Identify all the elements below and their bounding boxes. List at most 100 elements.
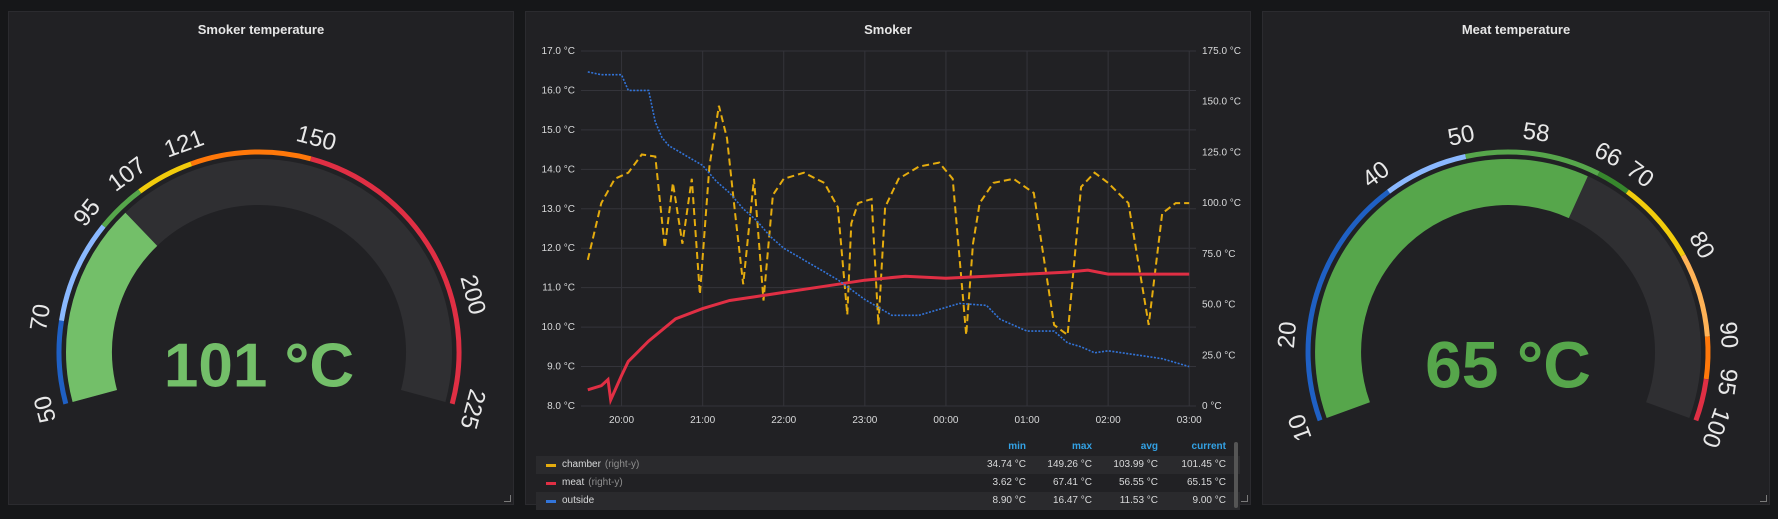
series-line-meat (587, 268, 1190, 406)
series-color-swatch[interactable] (546, 500, 556, 503)
legend-item-outside[interactable]: outside 8.90 °C 16.47 °C 11.53 °C 9.00 °… (536, 492, 1240, 510)
threshold-band (1387, 154, 1467, 194)
legend-min: 8.90 °C (992, 495, 1026, 506)
resize-handle[interactable] (504, 495, 511, 502)
threshold-band (1465, 149, 1600, 176)
series-color-swatch[interactable] (546, 482, 556, 485)
legend-avg: 103.99 °C (1113, 459, 1158, 470)
gauge-tick-label: 70 (25, 302, 56, 333)
y-right-tick-label: 25.0 °C (1202, 350, 1235, 361)
legend-series-name[interactable]: outside (562, 492, 598, 510)
gauge-tick-label: 95 (1712, 367, 1742, 397)
x-tick-label: 00:00 (933, 415, 958, 426)
panel-title[interactable]: Smoker (864, 22, 912, 37)
y-right-tick-label: 50.0 °C (1202, 300, 1235, 311)
gauge-tick-label: 121 (161, 124, 208, 163)
series-axis: (right-y) (604, 459, 640, 470)
y-left-tick-label: 16.0 °C (542, 85, 575, 96)
smoker-temperature-panel: Smoker temperature 50 70 95 107 121 150 200 225… (8, 11, 514, 505)
y-right-tick-label: 125.0 °C (1202, 147, 1241, 158)
threshold-band (1625, 189, 1686, 257)
gauge-tick-label: 90 (1714, 321, 1743, 350)
gauge-value-text: 65 °C (1425, 327, 1591, 401)
legend-scrollbar[interactable] (1234, 442, 1238, 508)
y-right-tick-label: 75.0 °C (1202, 249, 1235, 260)
meat-temperature-panel: Meat temperature 10 20 40 50 58 66 70 80 90 95 100… (1262, 11, 1770, 505)
x-tick-label: 23:00 (852, 415, 877, 426)
gauge-value-text: 101 °C (164, 331, 354, 400)
graph-legend: min max avg current chamber (right-y) 34.… (536, 438, 1240, 510)
y-left-tick-label: 8.0 °C (547, 401, 575, 412)
gauge-tick-label: 50 (1445, 120, 1477, 152)
y-right-tick-label: 100.0 °C (1202, 198, 1241, 209)
threshold-band (1305, 189, 1391, 422)
gauge-tick-label: 100 (1696, 404, 1735, 451)
x-tick-label: 01:00 (1015, 415, 1040, 426)
legend-max: 16.47 °C (1052, 495, 1092, 506)
y-right-tick-label: 175.0 °C (1202, 46, 1241, 57)
legend-min: 34.74 °C (986, 459, 1026, 470)
threshold-band (190, 149, 312, 167)
legend-current-header[interactable]: current (1191, 441, 1226, 452)
threshold-band (59, 224, 106, 322)
resize-handle[interactable] (1760, 495, 1767, 502)
legend-min-header[interactable]: min (1008, 441, 1026, 452)
gauge-value-arc (1315, 159, 1588, 418)
gauge-tick-label: 80 (1683, 227, 1720, 263)
gauge-tick-label: 200 (454, 272, 490, 318)
series-name[interactable]: meat (562, 477, 585, 488)
y-left-tick-label: 15.0 °C (542, 125, 575, 136)
x-tick-label: 21:00 (690, 415, 715, 426)
gauge-tick-label: 50 (29, 393, 62, 426)
legend-max-header[interactable]: max (1071, 441, 1092, 452)
smoker-graph-panel: Smoker 8.0 °C 9.0 °C 10.0 °C 11.0 °C 12.0 °C… (525, 11, 1251, 510)
y-left-tick-label: 9.0 °C (547, 362, 575, 373)
y-left-tick-label: 10.0 °C (542, 322, 575, 333)
threshold-band (1703, 336, 1711, 380)
series-line-outside (587, 71, 1190, 368)
legend-avg: 11.53 °C (1119, 495, 1158, 506)
threshold-band (1693, 378, 1709, 422)
legend-min: 3.62 °C (992, 477, 1026, 488)
x-tick-label: 02:00 (1096, 415, 1121, 426)
series-name[interactable]: outside (562, 495, 595, 506)
series-line-chamber (586, 105, 1190, 337)
x-tick-label: 03:00 (1177, 415, 1202, 426)
series-name[interactable]: chamber (562, 459, 601, 470)
x-tick-label: 20:00 (609, 415, 634, 426)
legend-series-name[interactable]: chamber (right-y) (562, 456, 639, 474)
series-color-swatch[interactable] (546, 464, 556, 467)
gauge-tick-label: 58 (1521, 118, 1551, 148)
y-left-tick-label: 13.0 °C (542, 204, 575, 215)
threshold-band (310, 156, 462, 405)
threshold-band (138, 161, 193, 194)
legend-current: 101.45 °C (1181, 459, 1226, 470)
y-right-tick-label: 150.0 °C (1202, 97, 1241, 108)
series-axis: (right-y) (588, 477, 623, 488)
y-right-tick-label: 0 °C (1202, 401, 1222, 412)
gauge-value-arc (66, 212, 158, 402)
gauge-tick-label: 40 (1357, 156, 1395, 194)
legend-series-name[interactable]: meat (right-y) (562, 474, 623, 492)
gauge-tick-label: 66 (1590, 137, 1626, 173)
threshold-band (1597, 171, 1629, 194)
threshold-band (56, 320, 69, 405)
gauge-tick-label: 95 (68, 194, 106, 232)
legend-item-meat[interactable]: meat (right-y) 3.62 °C 67.41 °C 56.55 °C … (536, 474, 1240, 492)
panel-title[interactable]: Smoker temperature (197, 22, 325, 37)
legend-max: 67.41 °C (1052, 477, 1092, 488)
legend-max: 149.26 °C (1047, 459, 1092, 470)
legend-avg-header[interactable]: avg (1140, 441, 1158, 452)
legend-current: 9.00 °C (1192, 495, 1226, 506)
legend-header: min max avg current (536, 438, 1240, 456)
x-tick-label: 22:00 (771, 415, 796, 426)
smoker-line-chart: 8.0 °C 9.0 °C 10.0 °C 11.0 °C 12.0 °C 13.0 °C… (542, 46, 1242, 426)
threshold-band (101, 189, 142, 228)
legend-avg: 56.55 °C (1118, 477, 1158, 488)
gauge-tick-label: 150 (293, 120, 339, 156)
legend-item-chamber[interactable]: chamber (right-y) 34.74 °C 149.26 °C 103.… (536, 456, 1240, 474)
resize-handle[interactable] (1241, 495, 1248, 502)
panel-title[interactable]: Meat temperature (1461, 22, 1571, 37)
